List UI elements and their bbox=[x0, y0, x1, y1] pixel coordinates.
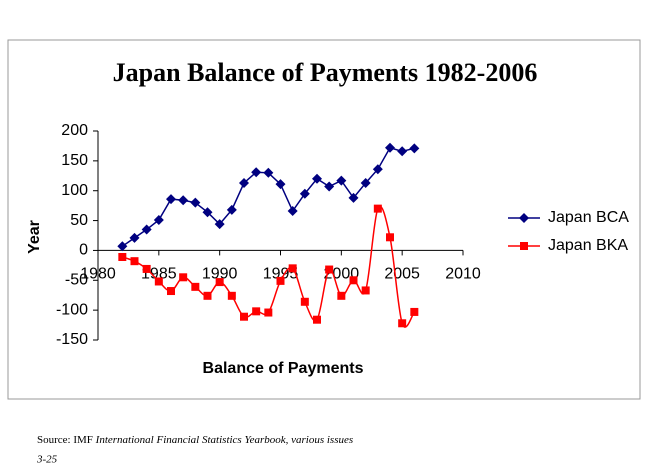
point bbox=[240, 312, 248, 321]
point bbox=[287, 206, 298, 217]
point bbox=[276, 276, 285, 285]
legend-label: Japan BKA bbox=[548, 237, 628, 254]
point bbox=[288, 264, 297, 273]
y-tick-label: 0 bbox=[79, 242, 88, 259]
y-tick-label: 200 bbox=[61, 122, 88, 139]
legend-label: Japan BCA bbox=[548, 209, 629, 226]
y-tick-label: -100 bbox=[56, 301, 88, 318]
point bbox=[275, 179, 286, 190]
x-tick-label: 1980 bbox=[80, 266, 116, 283]
point bbox=[372, 164, 383, 175]
legend-marker bbox=[520, 242, 528, 250]
point bbox=[178, 195, 189, 206]
point bbox=[215, 278, 224, 287]
point bbox=[360, 177, 371, 188]
source: Source: IMF bbox=[37, 434, 93, 446]
point bbox=[337, 291, 346, 300]
y-tick-label: 100 bbox=[61, 182, 88, 199]
point bbox=[373, 204, 382, 213]
chart-frame bbox=[7, 39, 641, 400]
point bbox=[226, 204, 237, 215]
point bbox=[348, 192, 359, 203]
point bbox=[410, 307, 419, 316]
point bbox=[313, 315, 321, 324]
publication: International Financial Statistics Yearb… bbox=[95, 434, 353, 446]
point bbox=[252, 307, 261, 316]
point bbox=[264, 308, 273, 317]
point bbox=[179, 273, 188, 282]
point bbox=[227, 291, 236, 300]
point bbox=[191, 282, 200, 291]
page-number: 3-25 bbox=[36, 454, 58, 466]
point bbox=[398, 319, 407, 328]
point bbox=[166, 194, 176, 205]
point bbox=[325, 265, 334, 274]
point bbox=[129, 232, 140, 243]
point bbox=[142, 264, 151, 273]
point bbox=[324, 181, 335, 192]
y-tick-label: 150 bbox=[61, 152, 88, 169]
point bbox=[397, 146, 408, 157]
point bbox=[117, 241, 128, 252]
point bbox=[312, 173, 322, 184]
footer-source: Source: IMF International Financial Stat… bbox=[37, 434, 353, 446]
y-tick-label: 50 bbox=[70, 212, 88, 229]
point bbox=[299, 188, 310, 199]
point bbox=[214, 219, 225, 230]
point bbox=[349, 276, 358, 285]
chart-title: Japan Balance of Payments 1982-2006 bbox=[113, 58, 538, 87]
point bbox=[409, 143, 420, 154]
point bbox=[203, 291, 212, 300]
y-tick-label: -150 bbox=[56, 331, 88, 348]
point bbox=[251, 167, 262, 178]
point bbox=[202, 207, 213, 218]
point bbox=[336, 175, 347, 186]
point bbox=[153, 214, 164, 225]
point bbox=[130, 257, 139, 266]
x-tick-label: 1990 bbox=[202, 266, 238, 283]
point bbox=[154, 277, 163, 286]
point bbox=[167, 287, 175, 296]
y-tick-label: -50 bbox=[65, 272, 88, 289]
y-axis-label: Year bbox=[26, 220, 43, 254]
x-tick-label: 2010 bbox=[445, 266, 481, 283]
x-axis-label: Balance of Payments bbox=[203, 360, 364, 377]
point bbox=[263, 167, 274, 178]
point bbox=[190, 197, 201, 208]
point bbox=[386, 233, 394, 242]
point bbox=[300, 297, 309, 306]
point bbox=[361, 286, 370, 295]
x-tick-label: 2005 bbox=[384, 266, 420, 283]
point bbox=[239, 177, 249, 188]
point bbox=[385, 142, 395, 153]
point bbox=[141, 224, 152, 235]
point bbox=[118, 252, 127, 261]
legend-marker bbox=[519, 213, 529, 223]
